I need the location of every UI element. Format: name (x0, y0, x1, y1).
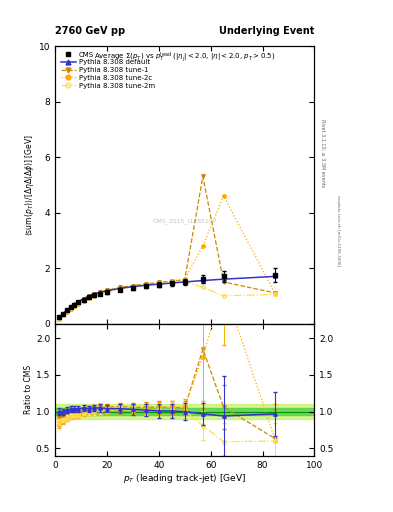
Text: Underlying Event: Underlying Event (219, 27, 314, 36)
Text: Rivet 3.1.10, ≥ 3.3M events: Rivet 3.1.10, ≥ 3.3M events (320, 119, 325, 188)
X-axis label: $p_T$ (leading track-jet) [GeV]: $p_T$ (leading track-jet) [GeV] (123, 472, 246, 485)
Bar (55, 408, 314, 415)
Text: CMS_2015_I1385107: CMS_2015_I1385107 (152, 218, 217, 224)
Legend: CMS, Pythia 8.308 default, Pythia 8.308 tune-1, Pythia 8.308 tune-2c, Pythia 8.3: CMS, Pythia 8.308 default, Pythia 8.308 … (59, 50, 157, 91)
Y-axis label: Ratio to CMS: Ratio to CMS (24, 365, 33, 414)
Text: Average $\Sigma(p_T)$ vs $p_T^{\rm lead}$ ($|\eta_j|{<}2.0$, $|\eta|{<}2.0$, $p_: Average $\Sigma(p_T)$ vs $p_T^{\rm lead}… (94, 50, 275, 64)
Y-axis label: $\langle\mathrm{sum}(p_T)\rangle/[\Delta\eta\Delta(\Delta\phi)]$ [GeV]: $\langle\mathrm{sum}(p_T)\rangle/[\Delta… (23, 134, 36, 236)
Bar (55, 404, 314, 419)
Text: mcplots.cern.ch [arXiv:1306.3436]: mcplots.cern.ch [arXiv:1306.3436] (336, 195, 340, 266)
Text: 2760 GeV pp: 2760 GeV pp (55, 27, 125, 36)
